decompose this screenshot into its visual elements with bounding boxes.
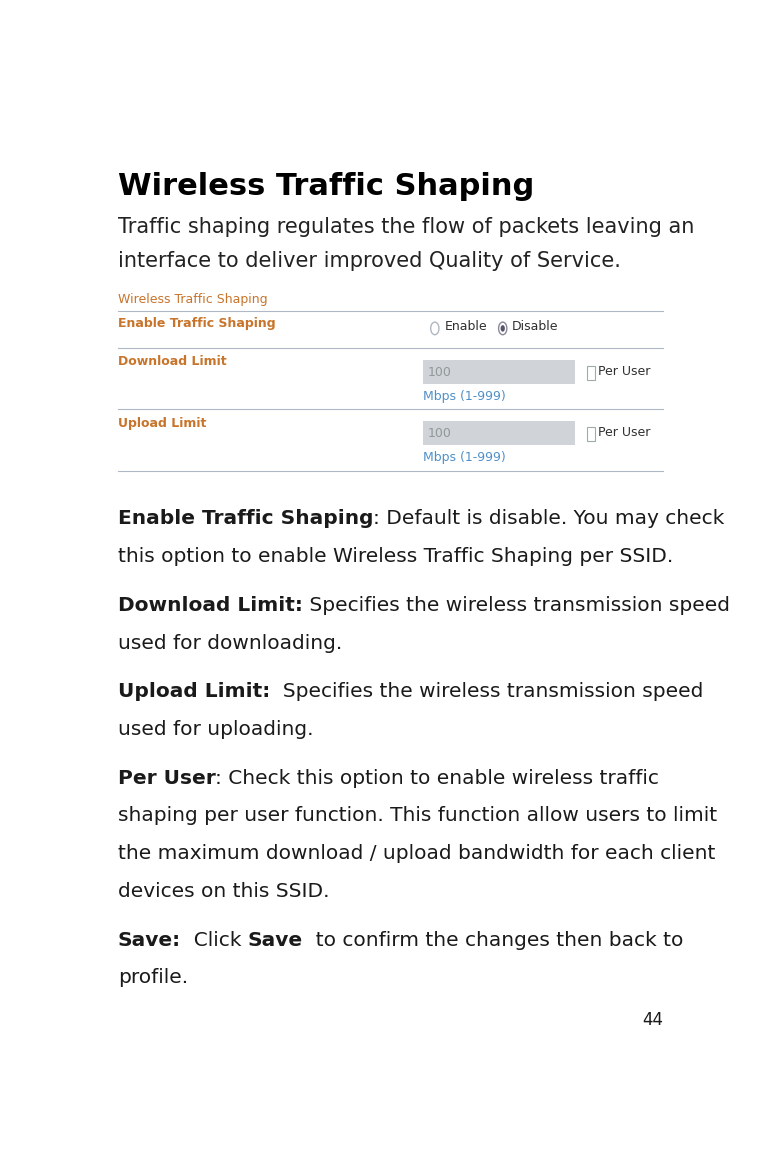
Text: to confirm the changes then back to: to confirm the changes then back to xyxy=(303,931,684,949)
Text: Per User: Per User xyxy=(117,768,216,788)
Text: Enable Traffic Shaping: Enable Traffic Shaping xyxy=(117,510,373,528)
Text: devices on this SSID.: devices on this SSID. xyxy=(117,881,329,901)
Text: 100: 100 xyxy=(427,427,452,440)
Text: Download Limit: Download Limit xyxy=(117,355,226,368)
FancyBboxPatch shape xyxy=(587,366,595,380)
Text: Upload Limit: Upload Limit xyxy=(117,416,206,430)
Text: Specifies the wireless transmission speed: Specifies the wireless transmission spee… xyxy=(270,683,703,701)
Text: Per User: Per User xyxy=(598,365,651,378)
Text: Save: Save xyxy=(248,931,303,949)
Text: Disable: Disable xyxy=(512,320,559,333)
Text: Mbps (1-999): Mbps (1-999) xyxy=(423,389,506,402)
Text: : Check this option to enable wireless traffic: : Check this option to enable wireless t… xyxy=(216,768,659,788)
Text: Wireless Traffic Shaping: Wireless Traffic Shaping xyxy=(117,172,534,201)
Text: Download Limit:: Download Limit: xyxy=(117,596,303,615)
Text: 44: 44 xyxy=(642,1011,664,1029)
Text: shaping per user function. This function allow users to limit: shaping per user function. This function… xyxy=(117,807,717,825)
Text: used for uploading.: used for uploading. xyxy=(117,720,313,739)
Text: Upload Limit:: Upload Limit: xyxy=(117,683,270,701)
Text: Enable: Enable xyxy=(444,320,487,333)
FancyBboxPatch shape xyxy=(423,421,575,445)
Text: Enable Traffic Shaping: Enable Traffic Shaping xyxy=(117,317,275,330)
Circle shape xyxy=(501,325,505,332)
Text: : Default is disable. You may check: : Default is disable. You may check xyxy=(373,510,725,528)
Text: Mbps (1-999): Mbps (1-999) xyxy=(423,451,506,464)
Text: this option to enable Wireless Traffic Shaping per SSID.: this option to enable Wireless Traffic S… xyxy=(117,547,673,566)
Text: Per User: Per User xyxy=(598,426,651,438)
Text: Wireless Traffic Shaping: Wireless Traffic Shaping xyxy=(117,293,267,306)
Text: the maximum download / upload bandwidth for each client: the maximum download / upload bandwidth … xyxy=(117,844,715,863)
Text: Save:: Save: xyxy=(117,931,181,949)
FancyBboxPatch shape xyxy=(587,427,595,442)
Text: Click: Click xyxy=(181,931,248,949)
Text: used for downloading.: used for downloading. xyxy=(117,634,342,652)
Text: profile.: profile. xyxy=(117,968,187,988)
Text: interface to deliver improved Quality of Service.: interface to deliver improved Quality of… xyxy=(117,251,620,271)
FancyBboxPatch shape xyxy=(423,360,575,385)
Text: 100: 100 xyxy=(427,366,452,379)
Text: Specifies the wireless transmission speed: Specifies the wireless transmission spee… xyxy=(303,596,729,615)
Text: Traffic shaping regulates the flow of packets leaving an: Traffic shaping regulates the flow of pa… xyxy=(117,216,694,237)
